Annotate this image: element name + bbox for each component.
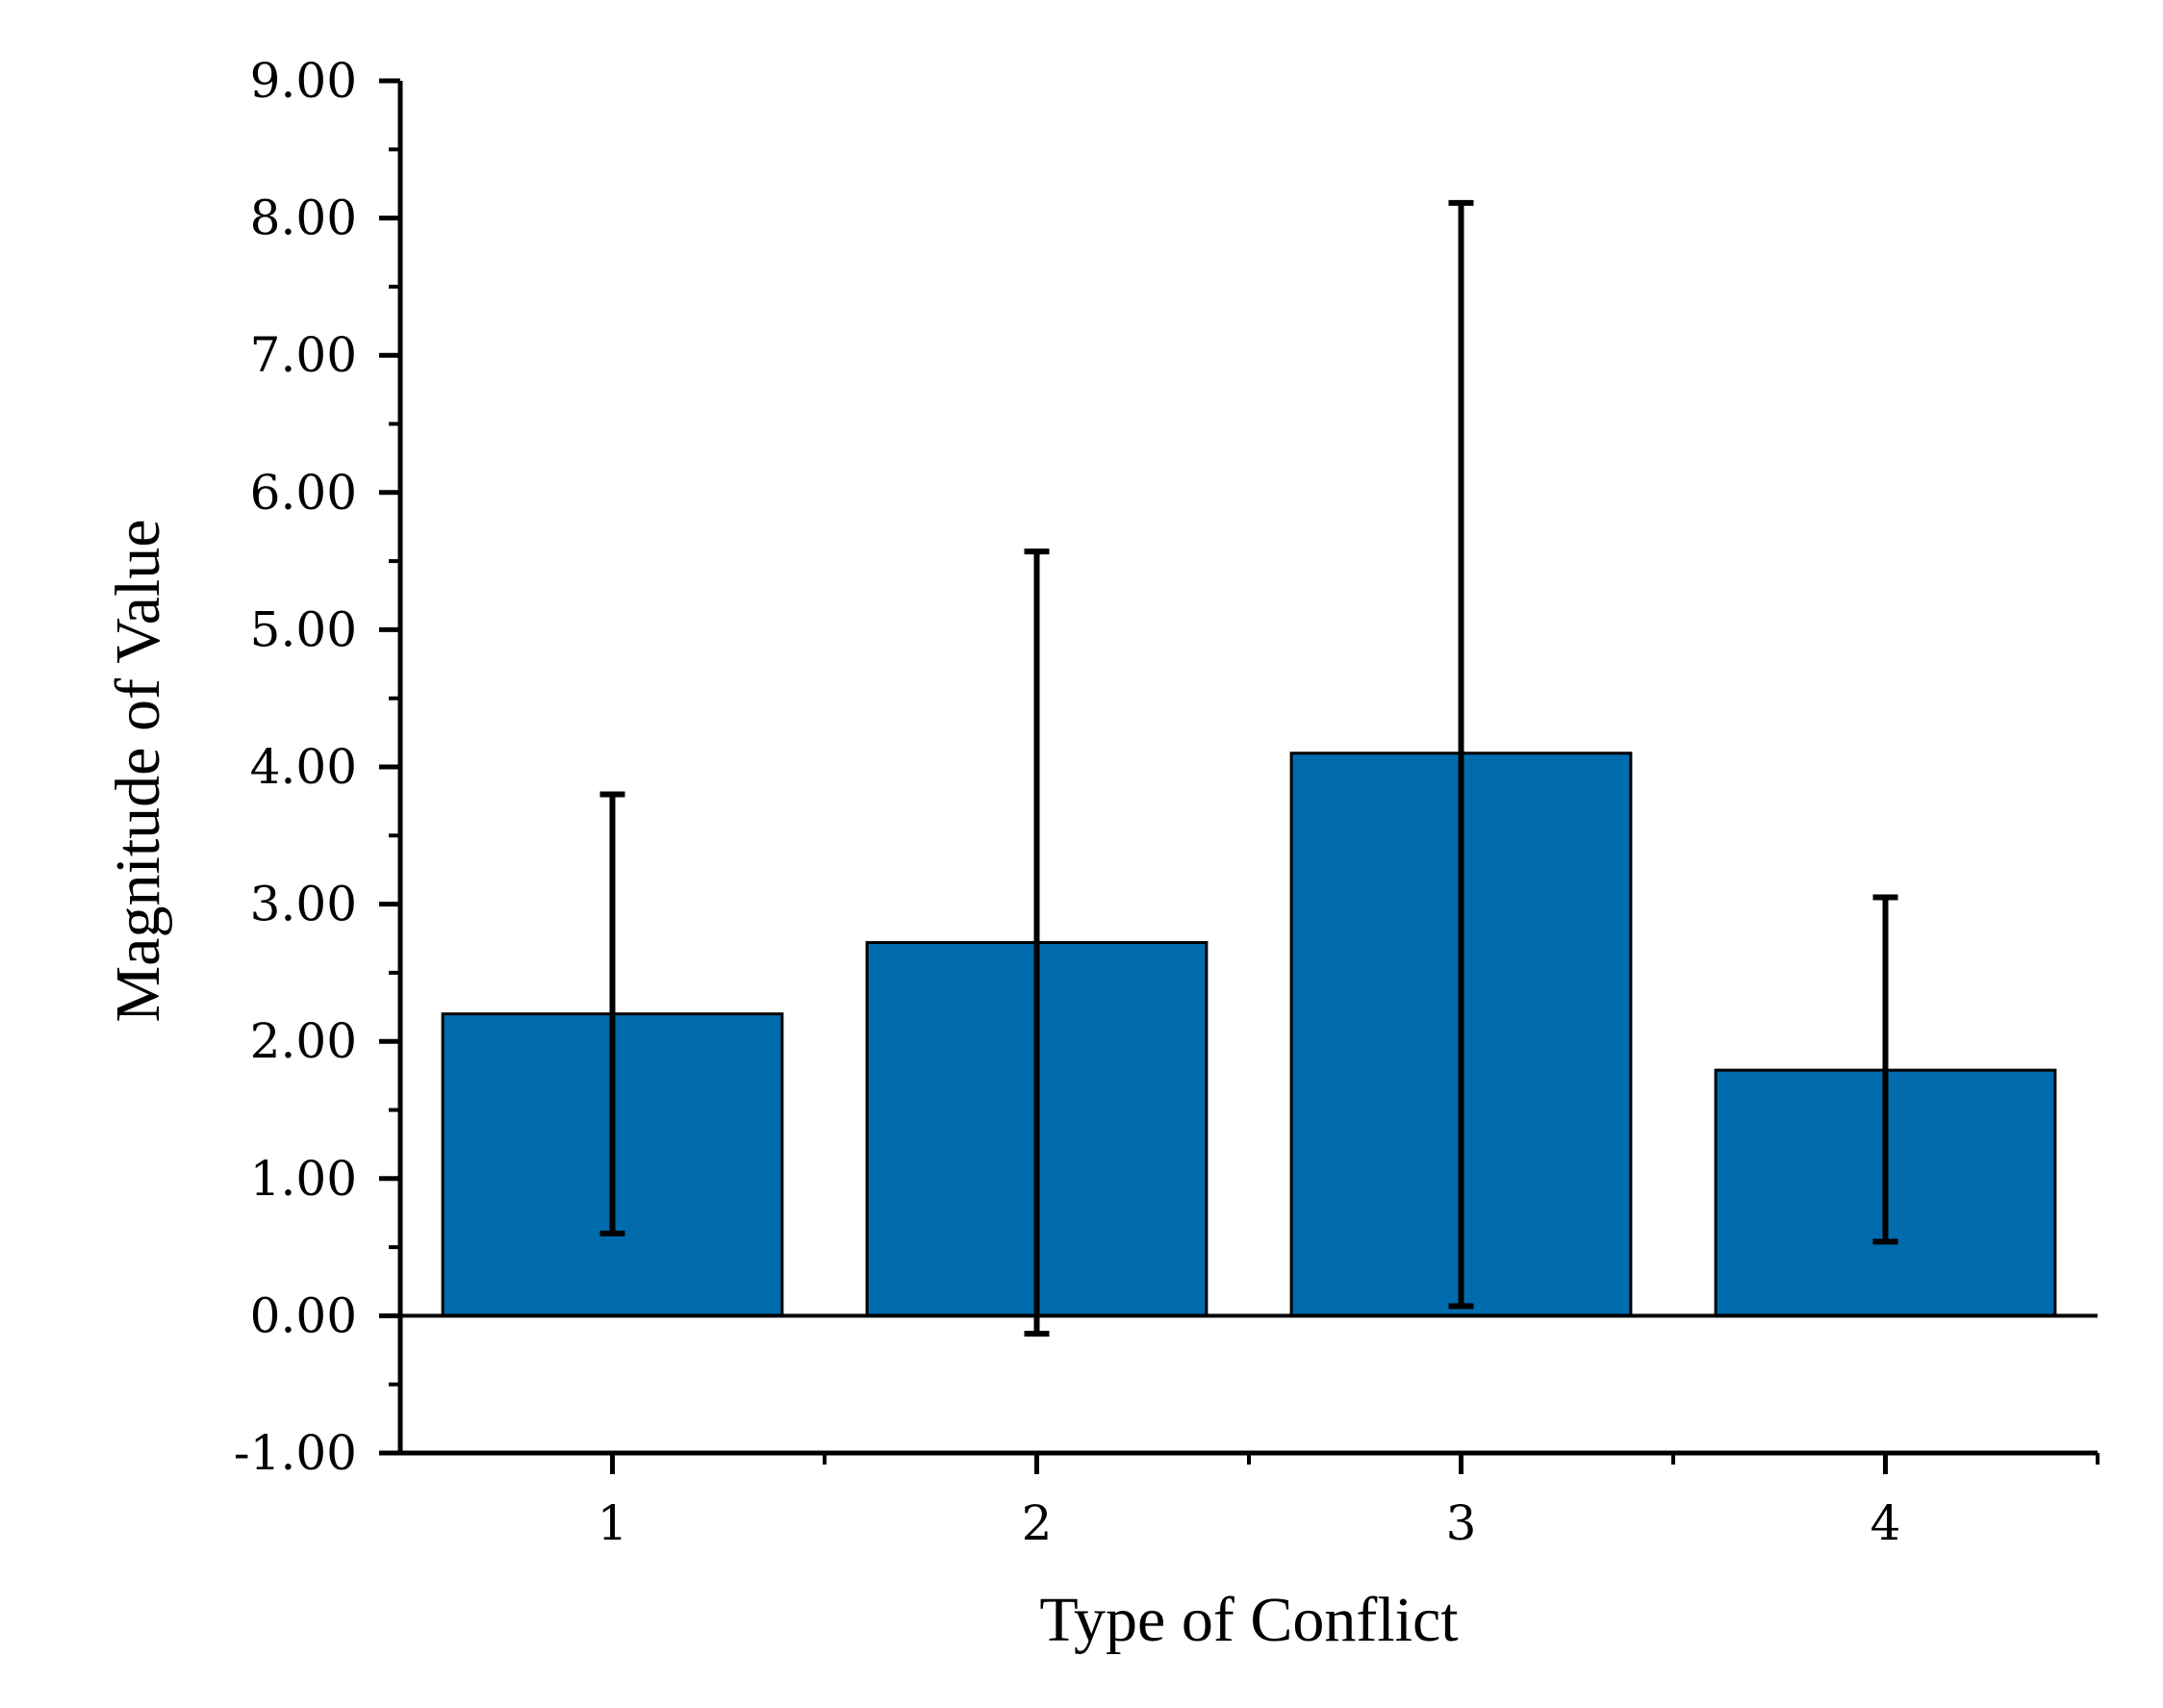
error-bar-3 xyxy=(1448,199,1474,1310)
x-tick-label: 2 xyxy=(1022,1495,1053,1551)
x-axis-title: Type of Conflict xyxy=(1039,1585,1458,1655)
labels-layer: -1.00 0.00 1.00 2.00 3.00 4.00 5.00 6.00 7.00 8.0… xyxy=(234,53,1901,1551)
error-bar-1 xyxy=(599,791,625,1236)
x-tick-label: 4 xyxy=(1870,1495,1901,1551)
y-tick-label: 7.00 xyxy=(250,327,357,383)
x-tick-label: 1 xyxy=(598,1495,628,1551)
error-bars-layer xyxy=(599,199,1898,1337)
y-tick-label: 1.00 xyxy=(250,1151,357,1207)
y-axis-title: Magnitude of Value xyxy=(103,519,173,1022)
y-tick-label: 0.00 xyxy=(250,1287,357,1343)
y-tick-label: 3.00 xyxy=(250,877,357,932)
axes-layer xyxy=(379,78,2099,1474)
bars-layer xyxy=(441,752,2057,1317)
x-tick-label: 3 xyxy=(1446,1495,1477,1551)
y-tick-label: 2.00 xyxy=(250,1013,357,1069)
y-tick-label: 4.00 xyxy=(250,739,357,795)
error-bar-2 xyxy=(1024,548,1050,1337)
y-tick-label: 6.00 xyxy=(250,465,357,521)
y-tick-label: 8.00 xyxy=(250,191,357,246)
error-bar-4 xyxy=(1872,894,1898,1245)
y-tick-label: 9.00 xyxy=(250,53,357,109)
y-tick-label: -1.00 xyxy=(234,1425,357,1481)
y-tick-label: 5.00 xyxy=(250,601,357,657)
